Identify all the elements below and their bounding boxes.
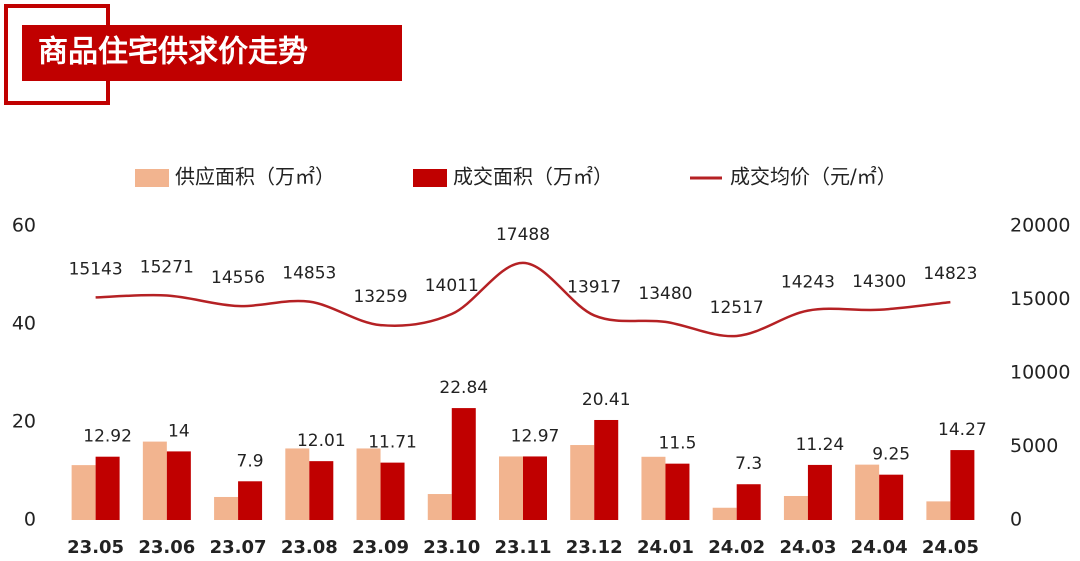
bar [95,456,120,520]
y2-tick-label: 10000 [1010,362,1070,384]
bar [594,419,619,520]
y2-tick-label: 0 [1010,509,1022,531]
bar [926,501,951,520]
x-tick-label: 23.07 [210,537,267,558]
bar [807,464,832,520]
y2-tick-label: 15000 [1010,288,1070,310]
bar [71,465,96,520]
x-tick-label: 23.12 [566,537,623,558]
value-label: 7.3 [735,454,762,474]
bar [570,445,595,520]
bar [356,448,381,520]
value-label: 14.27 [938,420,987,440]
value-label: 12.01 [297,431,346,451]
bar [451,408,476,520]
value-label: 14556 [211,268,265,288]
bar [523,456,547,520]
bar [950,450,975,520]
value-label: 12.92 [83,427,132,447]
bar [665,463,690,520]
bar [879,474,904,520]
y2-tick-label: 20000 [1010,215,1070,237]
bar [855,464,880,520]
bar [309,461,334,520]
value-label: 12517 [710,298,764,318]
bar [641,456,666,520]
value-label: 13917 [567,277,621,297]
legend-swatch [413,169,447,187]
bar [285,448,310,520]
y-tick-label: 40 [12,313,36,335]
legend-label: 供应面积（万㎡） [175,165,335,189]
bar [238,481,263,520]
x-tick-label: 23.10 [423,537,480,558]
value-label: 11.71 [368,433,417,453]
y-tick-label: 0 [24,509,36,531]
value-label: 20.41 [582,390,631,410]
bar [499,456,523,520]
x-tick-label: 23.05 [67,537,124,558]
legend-label: 成交均价（元/㎡） [730,165,897,189]
y2-tick-label: 5000 [1010,435,1058,457]
bar [166,451,191,520]
x-tick-label: 24.05 [922,537,979,558]
value-label: 14 [168,421,190,441]
value-label: 15143 [69,259,123,279]
chart-title: 商品住宅供求价走势 [38,35,308,70]
value-label: 22.84 [439,378,488,398]
y-tick-label: 60 [12,215,36,237]
bar [380,462,405,520]
value-label: 9.25 [872,445,910,465]
value-label: 11.5 [659,434,697,454]
value-label: 14823 [923,264,977,284]
value-label: 17488 [496,225,550,245]
title-banner [22,25,402,81]
x-tick-label: 24.01 [637,537,694,558]
value-label: 13480 [638,284,692,304]
bar [142,441,167,520]
bar [736,484,761,520]
bar [214,496,239,520]
bar [783,495,808,520]
x-tick-label: 24.02 [708,537,765,558]
value-label: 7.9 [237,451,264,471]
x-tick-label: 23.08 [281,537,338,558]
price-line [95,261,951,338]
x-tick-label: 23.11 [495,537,552,558]
bar [427,494,452,520]
legend-label: 成交面积（万㎡） [453,165,613,189]
x-tick-label: 24.04 [851,537,908,558]
value-label: 14300 [852,272,906,292]
bar [712,507,737,520]
y-tick-label: 20 [12,411,36,433]
value-label: 11.24 [796,435,845,455]
value-label: 14853 [282,264,336,284]
value-label: 14243 [781,273,835,293]
value-label: 13259 [353,287,407,307]
value-label: 14011 [425,276,479,296]
x-tick-label: 23.06 [138,537,195,558]
value-label: 15271 [140,258,194,278]
x-tick-label: 23.09 [352,537,409,558]
value-label: 12.97 [511,426,560,446]
legend-swatch [135,169,169,187]
x-tick-label: 24.03 [779,537,836,558]
